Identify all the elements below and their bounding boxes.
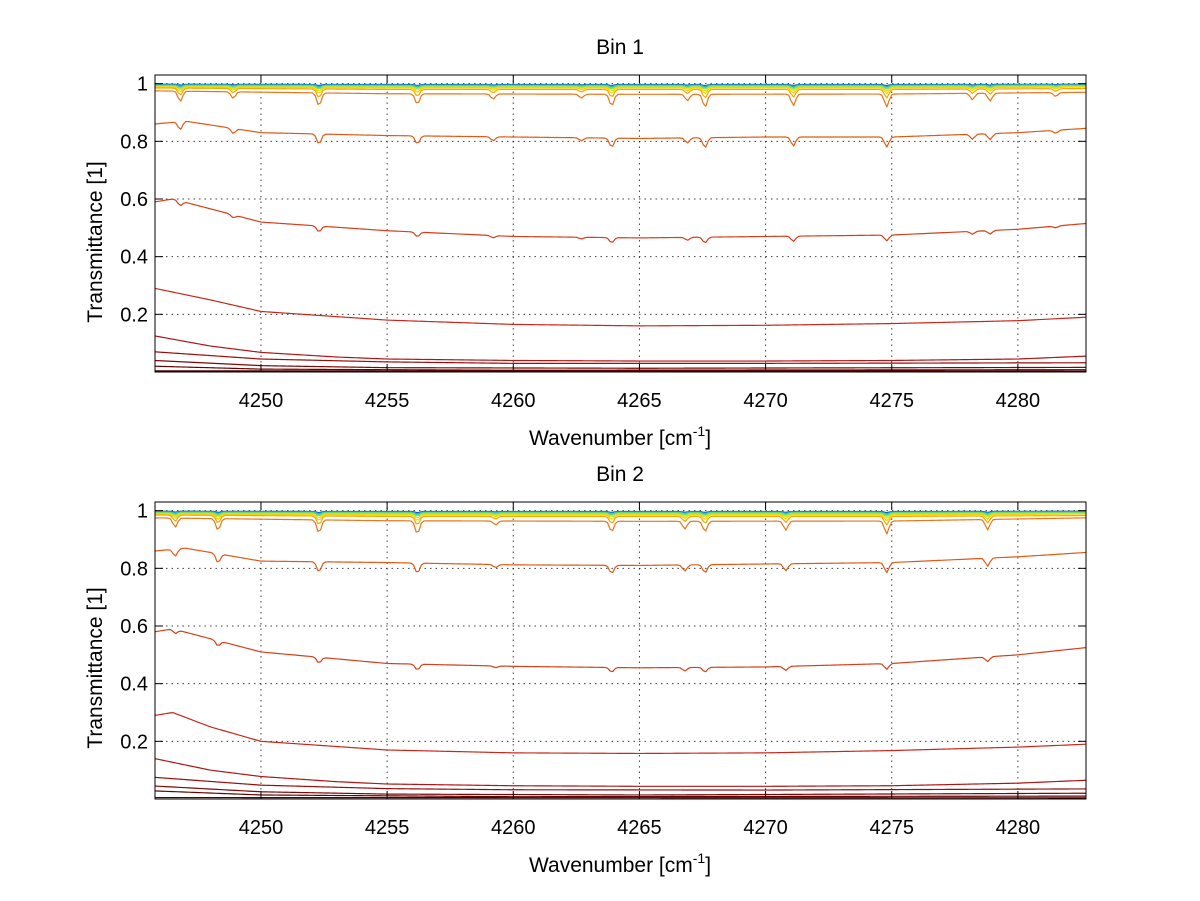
x-tick-label: 4255 [365,817,410,839]
series-group [155,83,1086,372]
series-line-s13 [155,776,1086,791]
x-axis-label-main: Wavenumber [cm [529,427,693,450]
x-tick-label: 4280 [996,390,1041,412]
series-line-s15 [155,790,1086,798]
x-tick-label: 4260 [491,817,536,839]
x-axis-label-end: ] [705,427,711,450]
y-tick-label: 1 [137,501,148,523]
x-tick-label: 4250 [239,817,284,839]
series-group [155,510,1086,799]
y-tick-label: 0.6 [120,616,148,638]
x-axis-label-superscript: -1 [693,850,706,866]
series-line-s5 [155,85,1086,92]
series-line-s9 [155,120,1086,148]
y-tick-label: 1 [137,74,148,96]
chart-title: Bin 2 [596,463,644,486]
panel-bin-1: Bin 1 Transmittance [1] Wavenumber [cm-1… [84,36,1087,450]
x-axis-label: Wavenumber [cm-1] [529,423,711,450]
x-tick-label: 4275 [869,817,914,839]
y-tick-label: 0.4 [120,247,148,269]
y-tick-label: 0.8 [120,131,148,153]
x-axis-label-end: ] [705,854,711,877]
series-line-s15 [155,365,1086,371]
plot-frame [154,501,1087,800]
x-tick-label: 4275 [869,390,914,412]
series-line-s12 [155,335,1086,362]
plot-frame [154,74,1087,373]
y-tick-label: 0.2 [120,731,148,753]
x-axis-label: Wavenumber [cm-1] [529,850,711,877]
series-line-s9 [155,547,1086,574]
x-tick-label: 4270 [743,390,788,412]
x-tick-label: 4250 [239,390,284,412]
series-line-s13 [155,351,1086,364]
y-axis-label: Transmittance [1] [84,587,107,748]
chart-title: Bin 1 [596,36,644,59]
x-tick-label: 4270 [743,817,788,839]
series-line-s4 [155,512,1086,517]
x-tick-label: 4280 [996,817,1041,839]
y-axis-label: Transmittance [1] [84,161,107,322]
x-tick-label: 4265 [617,390,662,412]
series-line-s12 [155,758,1086,787]
series-line-s10 [155,198,1086,244]
series-line-s5 [155,512,1086,519]
series-line-s4 [155,85,1086,90]
series-line-s7 [155,87,1086,99]
series-line-s6 [155,513,1086,522]
y-tick-label: 0.4 [120,674,148,696]
series-line-s11 [155,287,1086,327]
series-line-s10 [155,629,1086,673]
x-axis-label-main: Wavenumber [cm [529,854,693,877]
series-line-s14 [155,785,1086,796]
y-tick-label: 0.8 [120,558,148,580]
y-tick-label: 0.2 [120,304,148,326]
series-line-s6 [155,86,1086,95]
x-tick-label: 4265 [617,817,662,839]
x-tick-label: 4260 [491,390,536,412]
panel-bin-2: Bin 2 Transmittance [1] Wavenumber [cm-1… [84,463,1087,877]
series-line-s8 [155,90,1086,108]
series-line-s14 [155,359,1086,369]
x-tick-label: 4255 [365,390,410,412]
x-axis-label-superscript: -1 [693,423,706,439]
series-line-s7 [155,514,1086,526]
series-line-s11 [155,712,1086,755]
y-tick-label: 0.6 [120,189,148,211]
series-line-s8 [155,517,1086,535]
